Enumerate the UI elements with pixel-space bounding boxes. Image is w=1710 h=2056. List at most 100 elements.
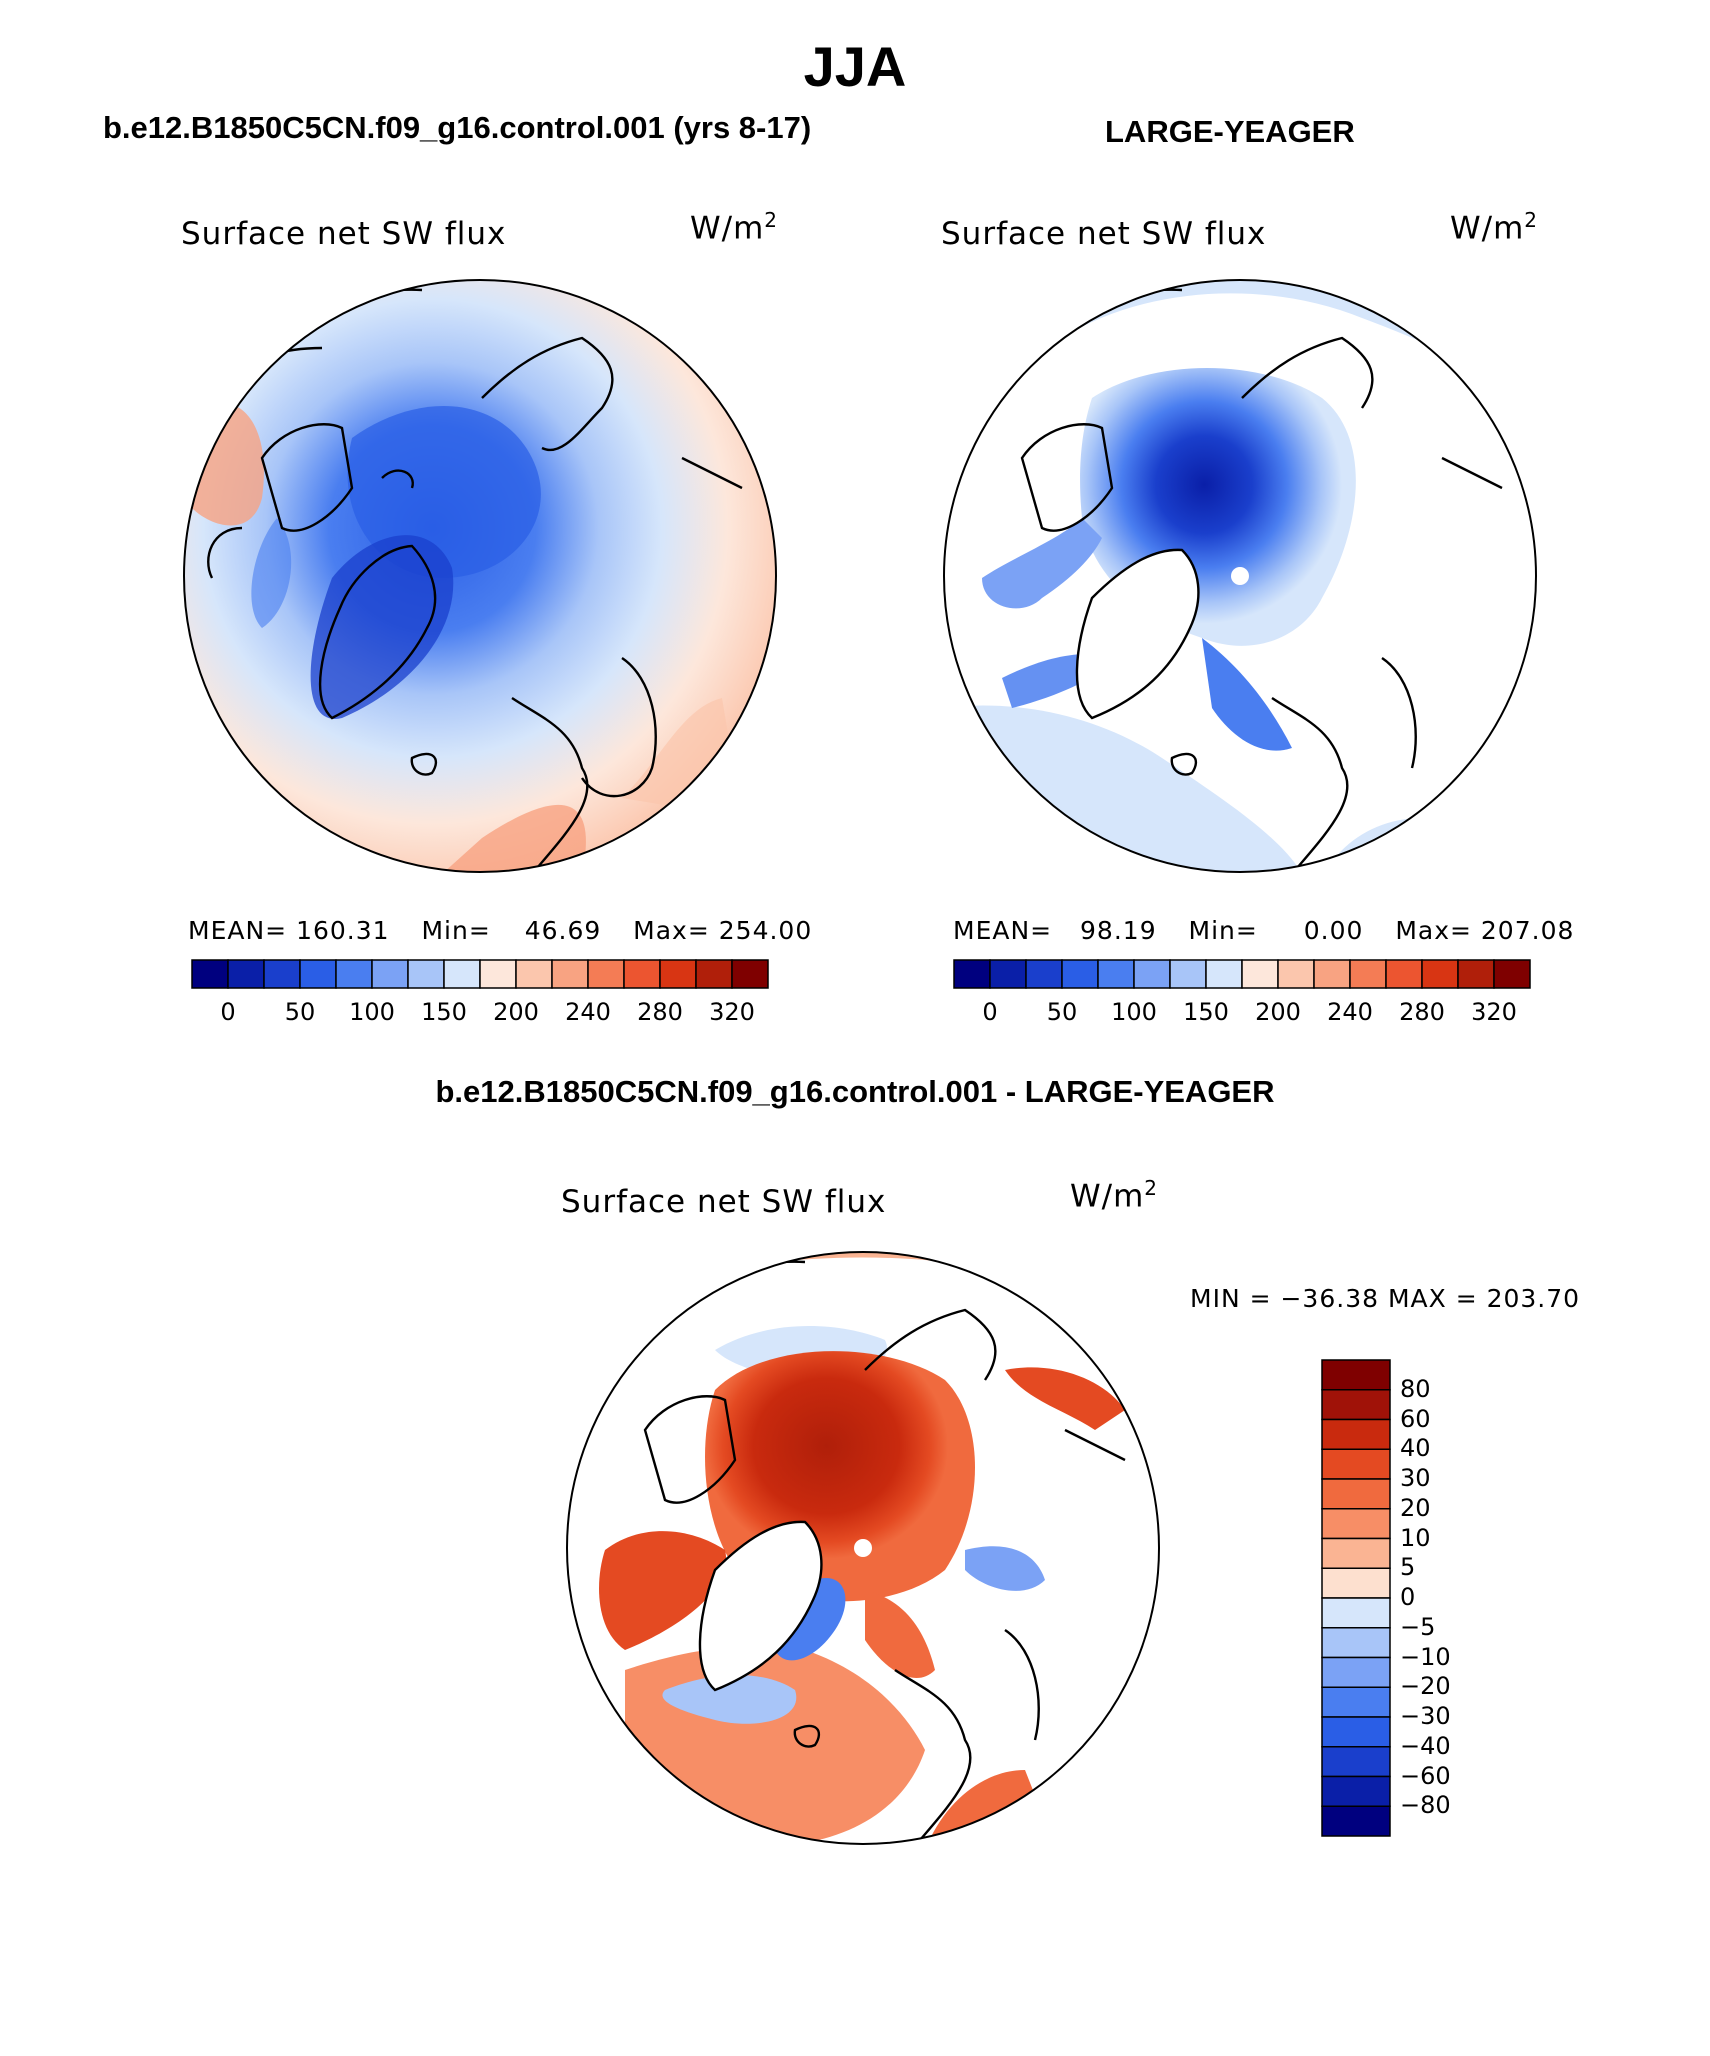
colorbar-swatch bbox=[989, 959, 1027, 989]
panel1-units-exponent: 2 bbox=[764, 208, 779, 232]
colorbar-swatch bbox=[623, 959, 661, 989]
colorbar-model-labels: 0 50 100 150 200 240 280 320 bbox=[190, 998, 770, 1028]
colorbar-swatch bbox=[1277, 959, 1315, 989]
panel2-max-label: Max= bbox=[1395, 916, 1472, 945]
main-title: JJA bbox=[803, 35, 907, 98]
colorbar-swatch bbox=[1061, 959, 1099, 989]
colorbar-swatch bbox=[299, 959, 337, 989]
colorbar-tick-label: 20 bbox=[1400, 1493, 1431, 1522]
panel1-mean-label: MEAN= bbox=[188, 916, 288, 945]
panel3-units: W/m2 bbox=[1070, 1176, 1158, 1214]
colorbar-difference bbox=[1321, 1359, 1391, 1837]
panel1-units-base: W/m bbox=[690, 210, 765, 247]
colorbar-swatch bbox=[659, 959, 697, 989]
colorbar-tick-label: 100 bbox=[349, 998, 395, 1026]
colorbar-tick-label: 100 bbox=[1111, 998, 1157, 1026]
colorbar-swatch bbox=[1313, 959, 1351, 989]
colorbar-tick-label: 280 bbox=[637, 998, 683, 1026]
panel3-minmax: MIN = −36.38 MAX = 203.70 bbox=[1190, 1284, 1581, 1313]
colorbar-swatch bbox=[1457, 959, 1495, 989]
pole-marker bbox=[1231, 567, 1249, 585]
panel2-units: W/m2 bbox=[1450, 208, 1538, 246]
colorbar-swatch bbox=[1321, 1567, 1391, 1599]
colorbar-swatch bbox=[1321, 1537, 1391, 1569]
map-model bbox=[183, 279, 777, 873]
colorbar-swatch bbox=[1321, 1389, 1391, 1421]
panel3-units-exponent: 2 bbox=[1144, 1176, 1159, 1200]
colorbar-tick-label: 150 bbox=[421, 998, 467, 1026]
colorbar-tick-label: −10 bbox=[1400, 1642, 1451, 1671]
colorbar-swatch bbox=[443, 959, 481, 989]
colorbar-swatch bbox=[1321, 1686, 1391, 1718]
colorbar-swatch bbox=[1321, 1775, 1391, 1807]
left-panel-title: b.e12.B1850C5CN.f09_g16.control.001 (yrs… bbox=[103, 110, 812, 145]
panel1-min-value: 46.69 bbox=[524, 916, 602, 945]
panel2-min-value: 0.00 bbox=[1303, 916, 1364, 945]
colorbar-swatch bbox=[1321, 1746, 1391, 1778]
colorbar-tick-label: 0 bbox=[220, 998, 236, 1026]
colorbar-swatch bbox=[371, 959, 409, 989]
panel2-mean-label: MEAN= bbox=[953, 916, 1053, 945]
colorbar-tick-label: −5 bbox=[1400, 1612, 1436, 1641]
colorbar-swatch bbox=[515, 959, 553, 989]
colorbar-tick-label: 30 bbox=[1400, 1464, 1431, 1492]
colorbar-swatch bbox=[1421, 959, 1459, 989]
colorbar-swatch bbox=[407, 959, 445, 989]
colorbar-model bbox=[191, 959, 769, 989]
colorbar-swatch bbox=[335, 959, 373, 989]
panel1-variable-label: Surface net SW flux bbox=[181, 216, 507, 252]
panel1-stats: MEAN= 160.31 Min= 46.69 Max= 254.00 bbox=[188, 916, 812, 945]
panel2-variable-label: Surface net SW flux bbox=[941, 216, 1267, 252]
panel1-mean-value: 160.31 bbox=[296, 916, 390, 945]
colorbar-tick-label: 200 bbox=[1255, 998, 1301, 1026]
colorbar-swatch bbox=[1133, 959, 1171, 989]
panel2-units-exponent: 2 bbox=[1524, 208, 1539, 232]
colorbar-swatch bbox=[551, 959, 589, 989]
colorbar-swatch bbox=[1321, 1627, 1391, 1659]
colorbar-swatch bbox=[1321, 1508, 1391, 1540]
colorbar-tick-label: −40 bbox=[1400, 1731, 1451, 1760]
pole-marker bbox=[854, 1539, 872, 1557]
colorbar-swatch bbox=[479, 959, 517, 989]
colorbar-swatch bbox=[1321, 1805, 1391, 1837]
colorbar-tick-label: 320 bbox=[1471, 998, 1517, 1026]
colorbar-tick-label: 80 bbox=[1400, 1374, 1431, 1403]
colorbar-tick-label: −30 bbox=[1400, 1702, 1451, 1730]
colorbar-tick-label: 40 bbox=[1400, 1434, 1431, 1463]
colorbar-swatch bbox=[1205, 959, 1243, 989]
colorbar-swatch bbox=[695, 959, 733, 989]
colorbar-swatch bbox=[1321, 1478, 1391, 1510]
panel1-max-value: 254.00 bbox=[718, 916, 813, 945]
colorbar-swatch bbox=[1321, 1597, 1391, 1629]
map-large-yeager bbox=[943, 279, 1537, 873]
map-difference bbox=[566, 1251, 1160, 1845]
colorbar-swatch bbox=[1241, 959, 1279, 989]
colorbar-tick-label: 280 bbox=[1399, 998, 1445, 1026]
colorbar-tick-label: 10 bbox=[1400, 1523, 1431, 1552]
panel2-units-base: W/m bbox=[1450, 210, 1525, 247]
colorbar-tick-label: 200 bbox=[493, 998, 539, 1026]
panel2-stats: MEAN= 98.19 Min= 0.00 Max= 207.08 bbox=[953, 916, 1574, 945]
colorbar-swatch bbox=[953, 959, 991, 989]
panel2-mean-value: 98.19 bbox=[1080, 916, 1157, 945]
colorbar-swatch bbox=[1025, 959, 1063, 989]
colorbar-swatch bbox=[731, 959, 769, 989]
colorbar-large-yeager-labels: 0 50 100 150 200 240 280 320 bbox=[952, 998, 1532, 1028]
colorbar-swatch bbox=[1321, 1716, 1391, 1748]
colorbar-swatch bbox=[587, 959, 625, 989]
colorbar-tick-label: −80 bbox=[1400, 1791, 1451, 1820]
colorbar-swatch bbox=[1321, 1448, 1391, 1480]
panel3-variable-label: Surface net SW flux bbox=[561, 1184, 887, 1220]
difference-panel-title: b.e12.B1850C5CN.f09_g16.control.001 - LA… bbox=[435, 1074, 1275, 1109]
colorbar-swatch bbox=[1321, 1656, 1391, 1688]
colorbar-large-yeager bbox=[953, 959, 1531, 989]
colorbar-swatch bbox=[191, 959, 229, 989]
panel2-max-value: 207.08 bbox=[1480, 916, 1575, 945]
panel1-min-label: Min= bbox=[421, 916, 491, 945]
right-panel-title: LARGE-YEAGER bbox=[1105, 114, 1355, 149]
colorbar-tick-label: −60 bbox=[1400, 1761, 1451, 1790]
colorbar-tick-label: −20 bbox=[1400, 1672, 1451, 1701]
colorbar-swatch bbox=[263, 959, 301, 989]
panel3-units-base: W/m bbox=[1070, 1178, 1145, 1215]
colorbar-swatch bbox=[1385, 959, 1423, 989]
